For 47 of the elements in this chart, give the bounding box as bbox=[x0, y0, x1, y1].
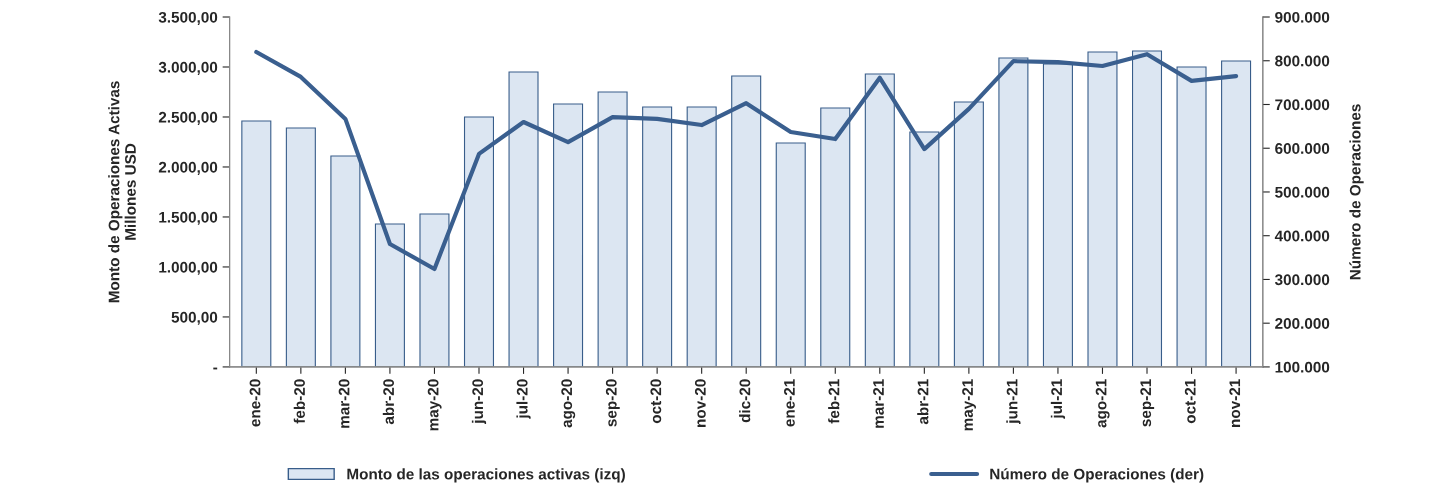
x-tick-label: mar-20 bbox=[338, 379, 350, 428]
legend-label: Monto de las operaciones activas (izq) bbox=[347, 468, 625, 483]
y2-tick-label: 300.000 bbox=[1274, 274, 1330, 286]
x-tick-label: jun-21 bbox=[1006, 379, 1021, 424]
x-tick-label: ago-20 bbox=[561, 379, 576, 428]
bar bbox=[285, 127, 316, 367]
x-tick-label: jun-20 bbox=[471, 379, 487, 424]
y-tick-label: - bbox=[213, 367, 218, 370]
x-tick-label: feb-21 bbox=[828, 379, 840, 424]
y-tick-label: 3.500,00 bbox=[158, 11, 218, 25]
x-tick-label: ago-21 bbox=[1095, 379, 1110, 428]
y-tick-label: 1.000,00 bbox=[159, 261, 218, 275]
x-tick-label: oct-20 bbox=[650, 379, 662, 424]
y2-tick-label: 700.000 bbox=[1275, 99, 1330, 111]
y2-tick-label: 200.000 bbox=[1275, 318, 1330, 329]
x-tick-label: ene-21 bbox=[784, 379, 795, 427]
x-tick-label: dic-20 bbox=[739, 379, 751, 423]
x-tick-label: nov-21 bbox=[1229, 379, 1241, 427]
y-tick-label: 2.000,00 bbox=[158, 161, 218, 175]
y-tick-label: 3.000,00 bbox=[158, 61, 218, 75]
bar bbox=[775, 142, 806, 367]
y-tick-label: 500,00 bbox=[171, 311, 218, 325]
x-tick-label: sep-21 bbox=[1140, 379, 1155, 427]
y2-tick-label: 100.000 bbox=[1275, 361, 1330, 373]
x-tick-label: sep-20 bbox=[605, 379, 620, 427]
y2-tick-label: 900.000 bbox=[1275, 11, 1330, 23]
x-tick-label: may-21 bbox=[962, 379, 976, 431]
bar bbox=[241, 120, 272, 367]
x-tick-label: abr-21 bbox=[917, 379, 929, 425]
x-tick-label: oct-21 bbox=[1184, 379, 1196, 424]
y2-tick-label: 800.000 bbox=[1275, 55, 1330, 67]
x-tick-label: abr-20 bbox=[382, 379, 395, 425]
y2-tick-label: 500.000 bbox=[1275, 186, 1330, 198]
x-tick-label: jul-21 bbox=[1050, 379, 1066, 419]
x-tick-label: ene-20 bbox=[249, 379, 261, 427]
x-tick-label: may-20 bbox=[427, 379, 442, 431]
y-tick-label: 2.500,00 bbox=[158, 111, 218, 125]
y-axis-title: Monto de Operaciones Activas Millones USD bbox=[108, 81, 136, 303]
legend-label: Número de Operaciones (der) bbox=[990, 468, 1204, 483]
y2-tick-label: 400.000 bbox=[1274, 230, 1330, 242]
y2-tick-label: 600.000 bbox=[1275, 143, 1330, 154]
x-tick-label: jul-20 bbox=[516, 379, 531, 419]
y-tick-label: 1.500,00 bbox=[159, 211, 218, 225]
y2-axis-title: Número de Operaciones bbox=[1349, 104, 1364, 280]
x-tick-label: mar-21 bbox=[873, 379, 884, 428]
x-tick-label: nov-20 bbox=[694, 379, 706, 427]
x-tick-label: feb-20 bbox=[293, 379, 305, 424]
